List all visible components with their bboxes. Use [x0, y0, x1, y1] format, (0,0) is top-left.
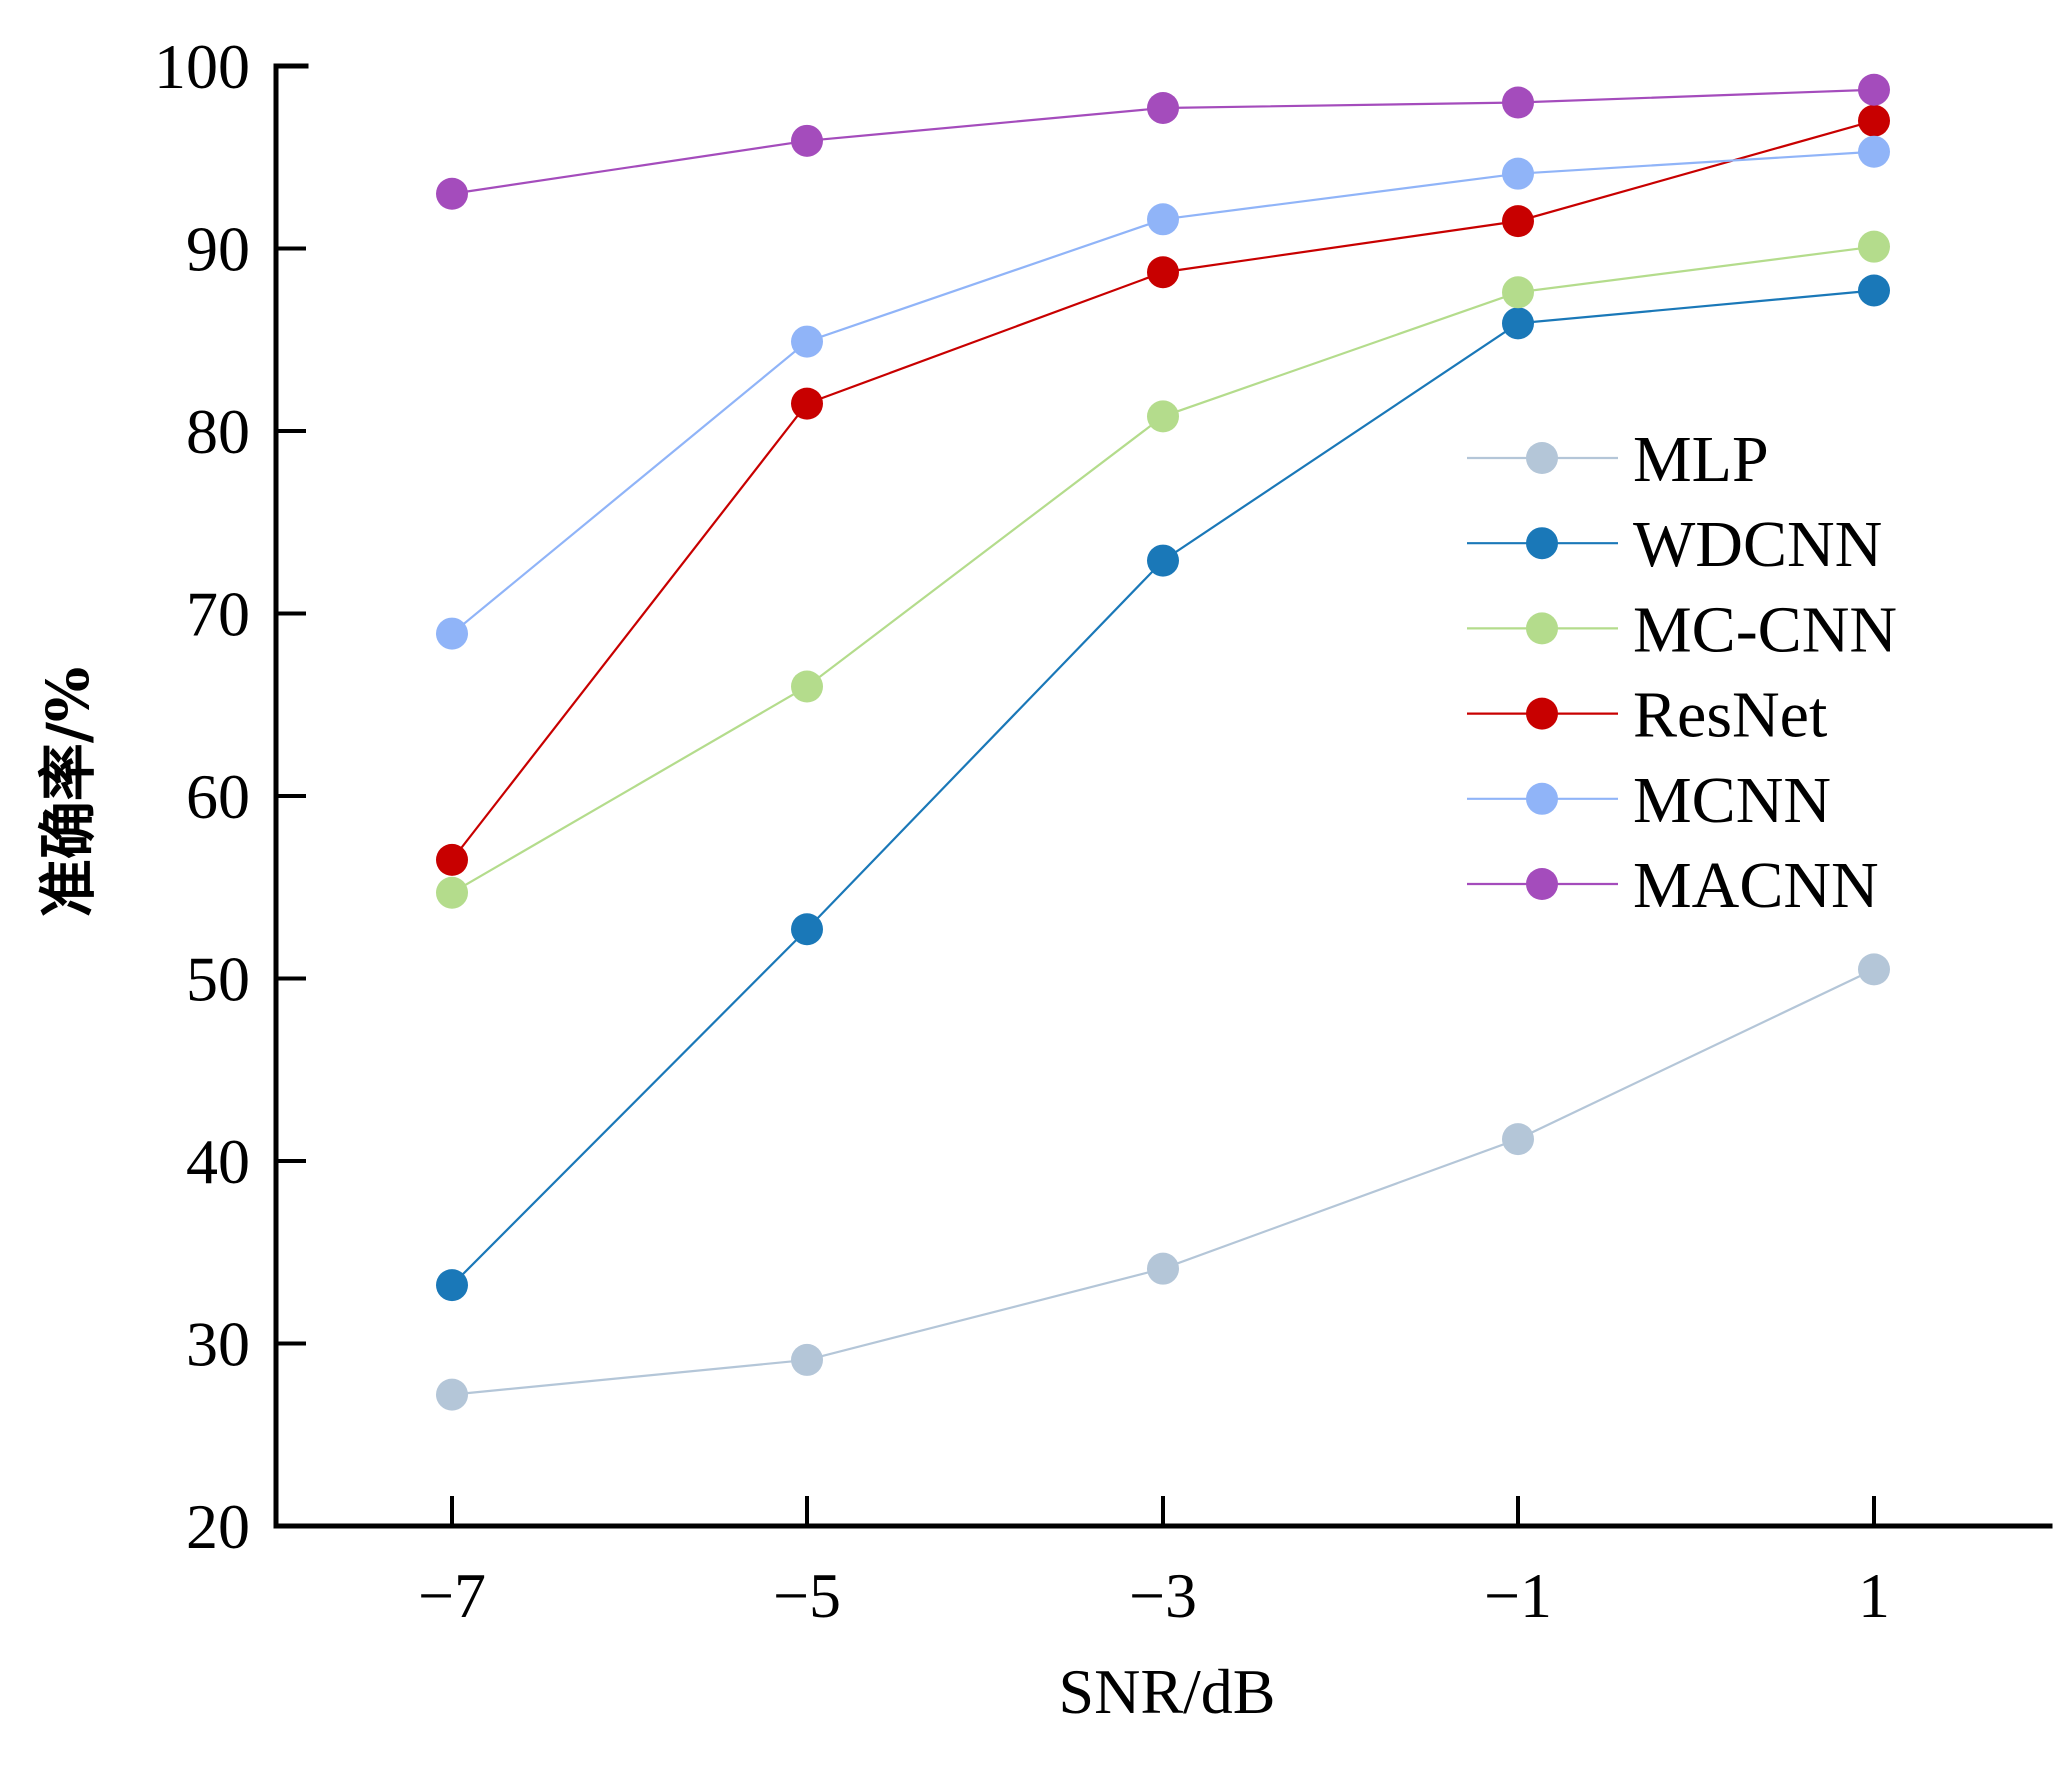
series-mlp	[436, 953, 1890, 1411]
y-tick-label: 30	[186, 1309, 250, 1380]
data-point	[1147, 1252, 1179, 1285]
data-point	[1147, 203, 1179, 236]
legend-marker	[1526, 442, 1558, 474]
data-point	[1502, 157, 1534, 190]
data-point	[1502, 276, 1534, 309]
legend-item: MC-CNN	[1467, 593, 1897, 666]
legend-label: MACNN	[1633, 849, 1879, 922]
data-point	[1147, 256, 1179, 289]
legend-label: WDCNN	[1633, 508, 1882, 581]
data-point	[1502, 205, 1534, 238]
data-point	[1858, 230, 1890, 263]
data-point	[1858, 73, 1890, 106]
data-point	[436, 1378, 468, 1411]
x-tick-label: −5	[773, 1560, 841, 1631]
data-point	[1858, 135, 1890, 168]
legend-label: MCNN	[1633, 764, 1831, 837]
series-resnet	[436, 104, 1890, 876]
legend-marker	[1526, 697, 1558, 730]
y-ticks: 20 30 40 50 60 70 80 90 100	[154, 31, 306, 1562]
data-point	[791, 124, 823, 157]
x-ticks: −7 −5 −3 −1 1	[418, 1496, 1890, 1631]
legend-marker	[1526, 782, 1558, 815]
data-point	[436, 843, 468, 876]
series-mcnn	[436, 135, 1890, 650]
data-point	[1502, 86, 1534, 119]
data-point	[436, 177, 468, 210]
data-point	[1147, 400, 1179, 433]
y-tick-label: 70	[186, 579, 250, 650]
legend-marker	[1526, 612, 1558, 645]
data-point	[1858, 953, 1890, 986]
y-tick-label: 60	[186, 761, 250, 832]
x-tick-label: 1	[1858, 1560, 1890, 1631]
x-tick-label: −1	[1484, 1560, 1552, 1631]
data-point	[436, 1269, 468, 1302]
x-axis-title: SNR/dB	[1059, 1656, 1276, 1727]
legend-label: ResNet	[1633, 679, 1827, 752]
data-point	[1858, 104, 1890, 137]
data-point	[1147, 91, 1179, 124]
y-tick-label: 20	[186, 1491, 250, 1562]
legend-marker	[1526, 527, 1558, 560]
x-tick-label: −7	[418, 1560, 486, 1631]
legend-item: MCNN	[1467, 764, 1831, 837]
data-point	[1502, 307, 1534, 340]
legend-item: MLP	[1467, 423, 1769, 496]
y-tick-label: 90	[186, 214, 250, 285]
data-point	[791, 670, 823, 703]
data-point	[791, 325, 823, 358]
series-line	[451, 968, 1875, 1396]
data-point	[1502, 1123, 1534, 1156]
y-tick-label: 50	[186, 944, 250, 1015]
legend-item: WDCNN	[1467, 508, 1882, 581]
y-axis-title: 准确率/%	[34, 667, 102, 917]
x-tick-label: −3	[1129, 1560, 1197, 1631]
series-mc-cnn	[436, 230, 1890, 909]
series-layer	[436, 73, 1890, 1411]
legend-label: MC-CNN	[1633, 593, 1897, 666]
legend: MLP WDCNN MC-CNN ResNet MCNN MACNN	[1467, 423, 1897, 922]
legend-item: MACNN	[1467, 849, 1879, 922]
legend-marker	[1526, 868, 1558, 900]
data-point	[791, 1343, 823, 1376]
y-tick-label: 80	[186, 396, 250, 467]
y-tick-label: 40	[186, 1126, 250, 1197]
data-point	[1147, 544, 1179, 577]
series-wdcnn	[436, 274, 1890, 1302]
data-point	[436, 617, 468, 650]
legend-label: MLP	[1633, 423, 1769, 496]
data-point	[791, 913, 823, 946]
data-point	[436, 876, 468, 909]
data-point	[791, 387, 823, 420]
data-point	[1858, 274, 1890, 307]
y-tick-label: 100	[154, 31, 250, 102]
series-macnn	[436, 73, 1890, 210]
legend-item: ResNet	[1467, 679, 1827, 752]
